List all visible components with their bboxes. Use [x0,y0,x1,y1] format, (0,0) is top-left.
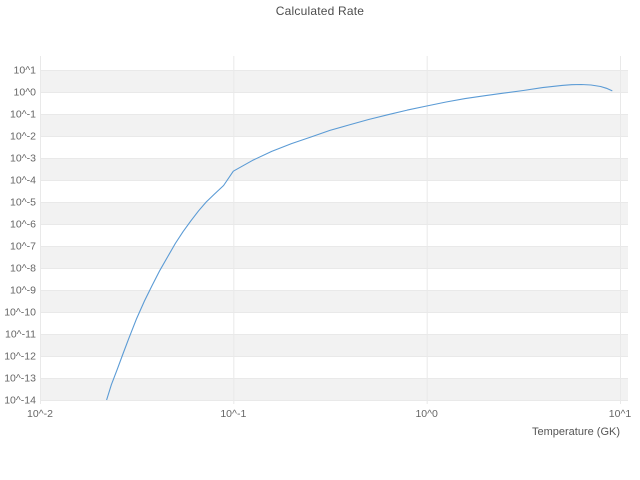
y-tick-label: 10^-6 [10,219,36,231]
y-tick-label: 10^-3 [10,153,36,165]
y-tick-label: 10^-4 [10,175,36,187]
x-tick-label: 10^-2 [27,408,53,420]
y-tick-label: 10^-2 [10,131,36,143]
y-tick-label: 10^-12 [4,351,36,363]
y-tick-label: 10^-10 [4,307,36,319]
rate-curve [106,83,613,401]
background-bands [40,70,628,400]
y-tick-label: 10^-11 [5,329,36,341]
x-axis-label: Temperature (GK) [532,426,620,438]
x-tick-label: 10^0 [415,408,438,420]
gridlines [40,56,628,404]
y-tick-label: 10^0 [14,87,37,99]
y-tick-label: 10^-14 [4,395,36,407]
y-tick-label: 10^-5 [10,197,36,209]
chart-title: Calculated Rate [275,4,365,18]
x-tick-label: 10^1 [609,408,632,420]
x-tick-labels: 10^-2 10^-1 10^0 10^1 [27,408,631,420]
y-tick-label: 10^-9 [10,285,36,297]
y-tick-label: 10^-8 [10,263,36,275]
x-tick-label: 10^-1 [220,408,246,420]
y-tick-label: 10^-7 [10,241,36,253]
y-tick-label: 10^-1 [10,109,36,121]
y-tick-label: 10^-13 [4,373,36,385]
y-tick-label: 10^1 [14,65,37,77]
y-tick-labels: 10^1 10^0 10^-1 10^-2 10^-3 10^-4 10^-5 10^-6 10… [4,65,36,407]
